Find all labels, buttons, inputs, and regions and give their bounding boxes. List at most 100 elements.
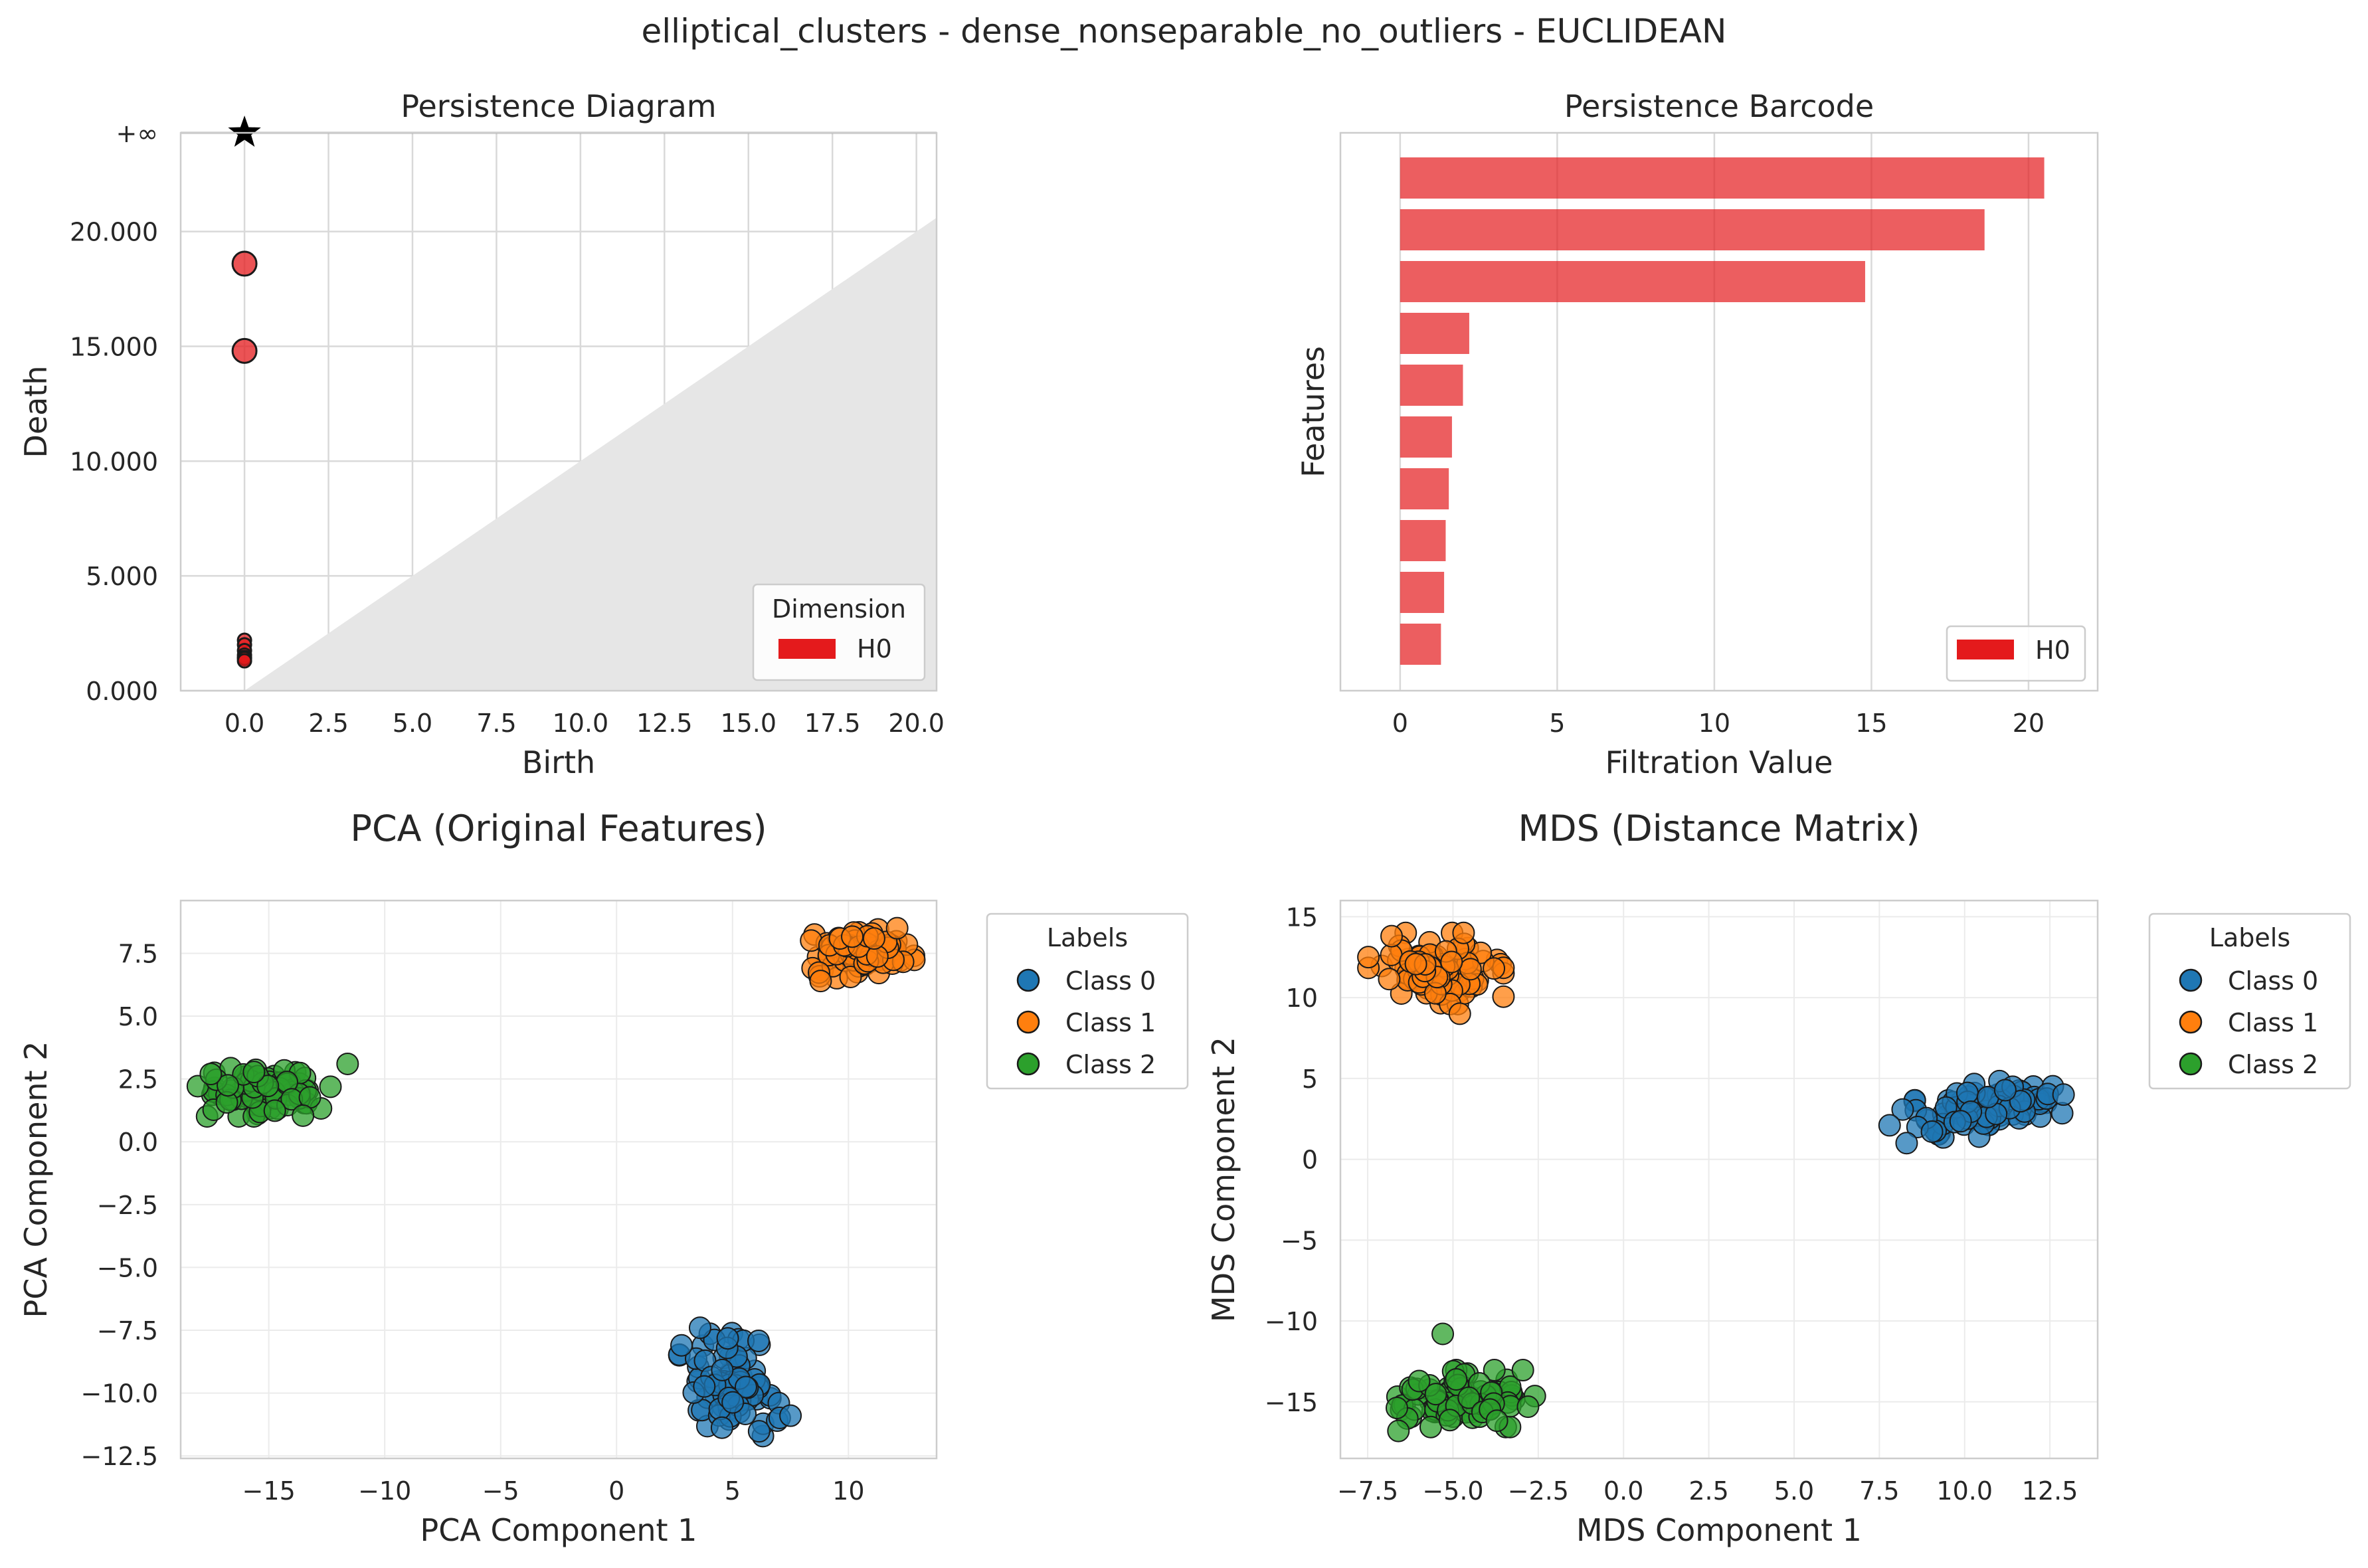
panel-title: PCA (Original Features) xyxy=(350,808,767,849)
legend-label-h0: H0 xyxy=(2035,636,2070,665)
legend-label-class2: Class 2 xyxy=(2228,1050,2318,1079)
y-tick-label: 7.5 xyxy=(118,939,158,968)
x-tick-label: 15.0 xyxy=(720,709,776,738)
panel-title: MDS (Distance Matrix) xyxy=(1518,808,1920,849)
barcode-bar xyxy=(1400,416,1452,458)
x-tick-label: 5 xyxy=(725,1476,741,1506)
y-tick-label: 20.000 xyxy=(70,218,158,247)
class2-point xyxy=(1419,1415,1442,1438)
class2-point xyxy=(256,1075,280,1098)
y-tick-label: −10.0 xyxy=(81,1379,158,1409)
barcode-bar xyxy=(1400,261,1865,302)
legend-frame xyxy=(2148,913,2351,1090)
x-tick-label: 0 xyxy=(608,1476,624,1506)
x-tick-label: 10 xyxy=(832,1476,864,1506)
legend-swatch-h0 xyxy=(778,639,836,659)
plot-frame xyxy=(1339,131,2099,692)
y-tick-label: −7.5 xyxy=(97,1316,158,1346)
legend: H0 xyxy=(1946,625,2086,682)
x-tick-label: 10.0 xyxy=(553,709,609,738)
persistence-barcode-panel: 0 5 10 15 20 Persistence Barcode Filtration Va… xyxy=(1295,88,2099,780)
class2-point xyxy=(292,1104,315,1127)
legend-label-class0: Class 0 xyxy=(2228,966,2318,996)
x-tick-label: 10 xyxy=(1698,709,1730,738)
y-tick-label: 5.0 xyxy=(118,1002,158,1031)
y-tick-label: 10 xyxy=(1286,984,1318,1013)
class2-point xyxy=(319,1075,342,1098)
class1-point xyxy=(1492,985,1515,1008)
y-axis-label: Features xyxy=(1295,346,1331,478)
x-tick-label: 10.0 xyxy=(1936,1476,1993,1506)
pca-scatter-panel: −15 −10 −5 0 5 10 −12.5 −10.0 −7.5 −5.0 −2.5 0.0 2.5… xyxy=(18,808,1189,1548)
class0-point xyxy=(721,1391,745,1414)
y-axis-label: PCA Component 2 xyxy=(18,1041,54,1318)
class0-point xyxy=(747,1420,771,1443)
legend-frame xyxy=(986,913,1189,1090)
x-tick-label: 5.0 xyxy=(1774,1476,1814,1506)
scatter-points xyxy=(1357,921,2075,1442)
x-tick-label: −10 xyxy=(358,1476,411,1506)
x-tick-label: 20 xyxy=(2013,709,2045,738)
infinite-point-star xyxy=(228,116,261,147)
class2-point xyxy=(217,1074,240,1097)
x-tick-label: −15 xyxy=(242,1476,296,1506)
class0-point xyxy=(716,1327,739,1350)
legend-title: Dimension xyxy=(772,594,906,624)
y-tick-label: −5.0 xyxy=(97,1253,158,1282)
barcode-bar xyxy=(1400,520,1446,561)
class2-point xyxy=(1387,1419,1410,1442)
barcode-bar xyxy=(1400,157,2045,199)
class1-point xyxy=(1448,1002,1471,1025)
class1-point xyxy=(1357,946,1380,969)
class0-point xyxy=(693,1375,716,1398)
legend-title: Labels xyxy=(2209,923,2290,952)
h0-point xyxy=(231,250,258,277)
legend-marker-class2 xyxy=(2179,1052,2203,1076)
class2-point xyxy=(1408,1369,1431,1393)
class0-point xyxy=(779,1404,802,1427)
class2-point xyxy=(1485,1409,1508,1433)
class1-point xyxy=(841,925,864,948)
x-tick-label: 2.5 xyxy=(1688,1476,1728,1506)
legend-marker-class0 xyxy=(2179,968,2203,992)
barcode-bar xyxy=(1400,365,1463,406)
barcode-bar xyxy=(1400,209,1985,250)
y-tick-label: 15 xyxy=(1286,903,1318,932)
y-axis-label: MDS Component 2 xyxy=(1206,1037,1241,1322)
y-tick-label: +∞ xyxy=(116,119,159,148)
x-tick-label: 7.5 xyxy=(1859,1476,1899,1506)
class0-point xyxy=(2052,1083,2075,1106)
class2-point xyxy=(1385,1397,1408,1420)
x-tick-label: 2.5 xyxy=(308,709,348,738)
x-tick-label: 5.0 xyxy=(393,709,432,738)
x-tick-label: −5 xyxy=(482,1476,519,1506)
class1-point xyxy=(809,970,832,993)
y-axis-label: Death xyxy=(18,365,54,458)
x-tick-label: 0 xyxy=(1392,709,1408,738)
barcode-bar xyxy=(1400,624,1441,665)
class2-point xyxy=(242,1061,266,1084)
class0-point xyxy=(688,1316,711,1340)
class1-point xyxy=(839,965,862,988)
legend: Labels Class 0 Class 1 Class 2 xyxy=(986,913,1189,1090)
x-tick-label: 17.5 xyxy=(804,709,861,738)
legend-swatch-h0 xyxy=(1957,640,2014,659)
y-tick-label: −10 xyxy=(1265,1307,1318,1336)
class2-point xyxy=(1516,1395,1540,1419)
legend-marker-class0 xyxy=(1016,968,1040,992)
class1-point xyxy=(1380,924,1404,948)
class1-point xyxy=(862,927,885,950)
class0-point xyxy=(1956,1081,1979,1104)
class1-point xyxy=(1380,943,1403,966)
class2-point xyxy=(1457,1386,1481,1409)
class2-point xyxy=(1511,1359,1534,1382)
y-tick-label: 15.000 xyxy=(70,332,158,361)
class2-point xyxy=(336,1052,359,1075)
persistence-diagram-panel: 0.0 2.5 5.0 7.5 10.0 12.5 15.0 17.5 20.0 0.000 5.0… xyxy=(18,88,945,780)
plot-frame xyxy=(1339,899,2099,1460)
y-tick-label: 5 xyxy=(1302,1065,1318,1094)
y-tick-label: −12.5 xyxy=(81,1442,158,1471)
legend-label-class2: Class 2 xyxy=(1065,1050,1156,1079)
class2-point xyxy=(1445,1367,1468,1391)
